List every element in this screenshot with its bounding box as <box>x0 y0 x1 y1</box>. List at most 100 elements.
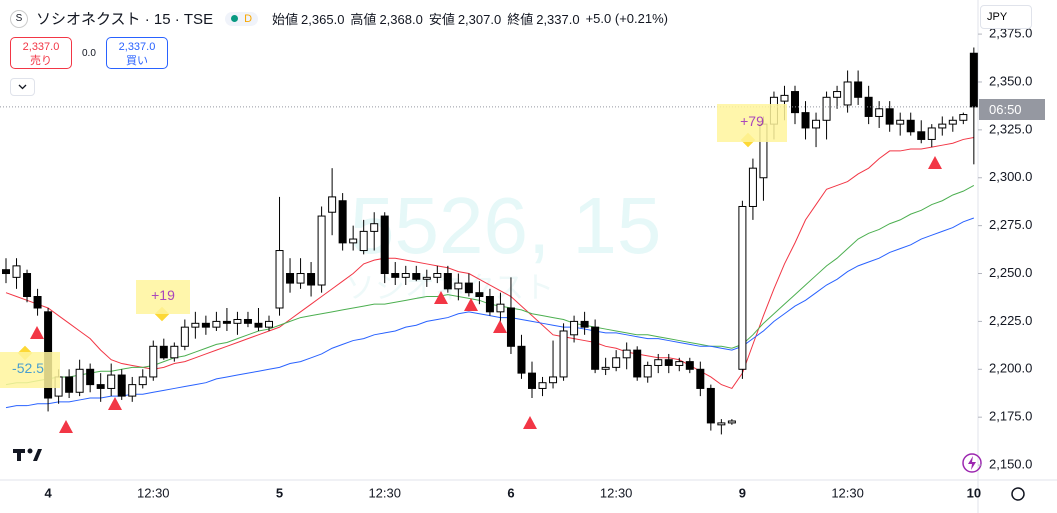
candle-body <box>201 322 210 328</box>
candle-body <box>538 382 547 389</box>
bar-countdown: 06:50 <box>979 99 1045 120</box>
candle-body <box>401 273 410 278</box>
candle-body <box>875 108 884 117</box>
candle-body <box>717 422 726 426</box>
buy-button[interactable]: 2,337.0 買い <box>106 37 168 69</box>
candle-body <box>496 303 505 313</box>
currency-select[interactable]: JPY <box>980 5 1032 29</box>
candle-body <box>622 349 631 359</box>
legend: S ソシオネクスト · 15 · TSE D 始値 2,365.0 高値 2,368.… <box>10 8 668 29</box>
candle-body <box>506 307 515 347</box>
candle-body <box>307 273 316 286</box>
x-tick-label: 5 <box>276 485 283 500</box>
candle-body <box>12 265 21 278</box>
candle-body <box>222 320 231 324</box>
candle-body <box>791 91 799 114</box>
y-tick-label: 2,325.0 <box>989 121 1032 136</box>
candle-body <box>812 119 821 129</box>
candle-body <box>822 96 831 121</box>
candle-body <box>801 112 810 129</box>
candle-body <box>422 276 431 280</box>
y-tick-label: 2,250.0 <box>989 265 1032 280</box>
session-badge: D <box>225 11 259 26</box>
candle-body <box>748 167 757 207</box>
candle-body <box>780 94 789 102</box>
candle-body <box>643 364 652 378</box>
y-tick-label: 2,200.0 <box>989 361 1032 376</box>
candle-body <box>128 384 137 397</box>
x-tick-label: 12:30 <box>831 485 864 500</box>
candle-body <box>243 318 252 324</box>
candle-body <box>212 320 221 328</box>
candle-body <box>633 349 642 378</box>
ohlc-value: 2,307.0 <box>457 12 502 27</box>
ohlc-label: 始値 <box>272 12 299 27</box>
settings-icon[interactable] <box>1011 487 1025 501</box>
alert-bolt <box>968 456 976 470</box>
candle-body <box>570 320 579 336</box>
candle-body <box>696 368 705 389</box>
candle-body <box>969 52 978 108</box>
spread: 0.0 <box>82 48 96 59</box>
candle-body <box>138 376 147 386</box>
ma-line <box>5 137 974 390</box>
candle-body <box>706 387 715 424</box>
candle-body <box>917 131 926 140</box>
candle-body <box>180 326 189 347</box>
candle-body <box>443 273 452 290</box>
candle-body <box>170 345 179 359</box>
sell-button[interactable]: 2,337.0 売り <box>10 37 72 69</box>
candle-body <box>317 215 326 286</box>
y-tick-label: 2,350.0 <box>989 73 1032 88</box>
candle-body <box>612 357 621 368</box>
candle-body <box>727 420 736 424</box>
y-tick-label: 2,225.0 <box>989 313 1032 328</box>
candle-body <box>685 361 694 370</box>
trade-label: +19 <box>136 280 190 314</box>
candle-body <box>927 127 936 140</box>
candle-body <box>380 215 389 275</box>
candle-body <box>107 374 116 389</box>
candle-body <box>601 366 610 370</box>
tv-logo <box>13 448 42 461</box>
candle-body <box>854 81 863 98</box>
y-tick-label: 2,375.0 <box>989 26 1032 41</box>
symbol-title[interactable]: ソシオネクスト · 15 · TSE <box>36 11 214 28</box>
candle-body <box>885 108 894 125</box>
buy-price: 2,337.0 <box>118 41 156 53</box>
candle-body <box>549 376 558 384</box>
candle-body <box>23 273 32 298</box>
alert-icon[interactable] <box>962 453 982 473</box>
y-tick-label: 2,150.0 <box>989 456 1032 471</box>
candle-body <box>833 91 842 98</box>
y-tick-label: 2,175.0 <box>989 409 1032 424</box>
ohlc-label: 安値 <box>428 12 455 27</box>
ohlc-label: 高値 <box>350 12 377 27</box>
candle-body <box>65 376 74 393</box>
candle-body <box>412 273 421 280</box>
x-tick-label: 12:30 <box>368 485 401 500</box>
candle-body <box>591 326 600 370</box>
candle-body <box>843 81 852 106</box>
candle-body <box>675 361 684 366</box>
candle-body <box>75 368 84 393</box>
candle-body <box>296 273 305 284</box>
ohlc-label: 終値 <box>507 12 534 27</box>
candle-body <box>370 223 379 232</box>
candle-body <box>159 345 168 359</box>
candle-body <box>454 282 463 290</box>
ohlc-value: 2,368.0 <box>379 12 423 27</box>
collapse-button[interactable] <box>10 78 35 96</box>
trade-label: +79 <box>717 104 787 142</box>
candle-body <box>580 320 589 328</box>
candle-body <box>654 359 663 366</box>
candle-body <box>559 330 568 378</box>
change: +5.0 (+0.21%) <box>585 11 668 26</box>
x-tick-label: 12:30 <box>600 485 633 500</box>
candle-body <box>265 320 273 328</box>
candle-body <box>149 345 158 378</box>
candle-body <box>517 345 526 374</box>
trade-label: -52.5 <box>0 352 60 388</box>
ohlc-value: 2,365.0 <box>301 12 345 27</box>
